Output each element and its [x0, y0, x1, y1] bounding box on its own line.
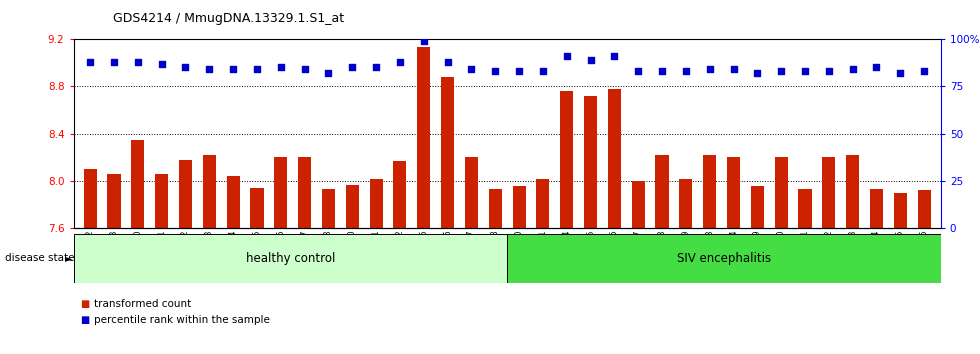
Point [392, 59, 408, 64]
Point [868, 64, 884, 70]
Bar [108, 174, 121, 228]
Bar [274, 157, 287, 228]
Text: ■: ■ [80, 299, 89, 309]
Bar [584, 96, 597, 228]
Point [916, 68, 932, 74]
Bar [155, 174, 169, 228]
Bar [489, 189, 502, 228]
Bar [131, 139, 144, 228]
Point [655, 68, 670, 74]
Bar [251, 188, 264, 228]
Point [893, 70, 908, 76]
Point [512, 68, 527, 74]
Point [678, 68, 694, 74]
Point [249, 67, 265, 72]
Bar [656, 155, 668, 228]
Point [320, 70, 336, 76]
Point [82, 59, 98, 64]
Bar [870, 189, 883, 228]
Point [440, 59, 456, 64]
Point [225, 67, 241, 72]
Bar [703, 155, 716, 228]
Point [773, 68, 789, 74]
Bar [465, 157, 478, 228]
Text: ►: ► [65, 253, 73, 263]
Point [368, 64, 384, 70]
Bar [393, 161, 407, 228]
Bar [346, 184, 359, 228]
Bar [799, 189, 811, 228]
Bar [561, 91, 573, 228]
Bar [74, 234, 508, 283]
Bar [508, 234, 941, 283]
Bar [917, 190, 931, 228]
Bar [321, 189, 335, 228]
Text: transformed count: transformed count [94, 299, 191, 309]
Point [297, 67, 313, 72]
Bar [774, 157, 788, 228]
Point [583, 57, 599, 63]
Bar [203, 155, 216, 228]
Bar [632, 181, 645, 228]
Point [273, 64, 289, 70]
Point [202, 67, 218, 72]
Point [750, 70, 765, 76]
Point [797, 68, 812, 74]
Bar [679, 179, 693, 228]
Bar [513, 186, 525, 228]
Point [702, 67, 717, 72]
Text: SIV encephalitis: SIV encephalitis [677, 252, 771, 265]
Point [821, 68, 837, 74]
Bar [179, 160, 192, 228]
Bar [83, 169, 97, 228]
Bar [369, 179, 382, 228]
Bar [846, 155, 859, 228]
Text: disease state: disease state [5, 253, 74, 263]
Bar [226, 176, 240, 228]
Point [344, 64, 360, 70]
Point [130, 59, 146, 64]
Text: ■: ■ [80, 315, 89, 325]
Bar [417, 47, 430, 228]
Bar [894, 193, 906, 228]
Point [607, 53, 622, 59]
Point [106, 59, 122, 64]
Text: GDS4214 / MmugDNA.13329.1.S1_at: GDS4214 / MmugDNA.13329.1.S1_at [113, 12, 344, 25]
Text: percentile rank within the sample: percentile rank within the sample [94, 315, 270, 325]
Bar [298, 157, 312, 228]
Point [845, 67, 860, 72]
Bar [536, 179, 550, 228]
Point [487, 68, 503, 74]
Bar [727, 157, 740, 228]
Point [464, 67, 479, 72]
Point [535, 68, 551, 74]
Point [725, 67, 741, 72]
Bar [751, 186, 763, 228]
Text: healthy control: healthy control [246, 252, 335, 265]
Bar [608, 88, 621, 228]
Point [154, 61, 170, 67]
Point [416, 38, 431, 44]
Point [177, 64, 193, 70]
Point [559, 53, 574, 59]
Bar [822, 157, 835, 228]
Point [630, 68, 646, 74]
Bar [441, 77, 454, 228]
